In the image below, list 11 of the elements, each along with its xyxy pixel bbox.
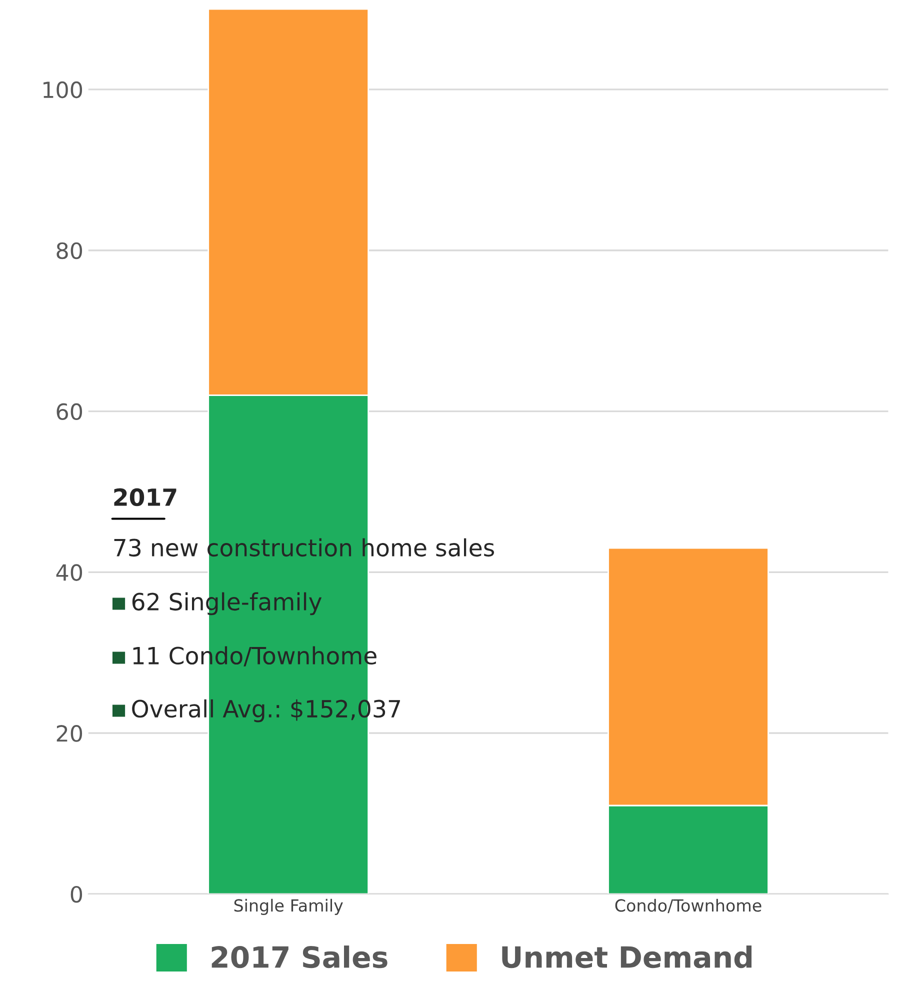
x-tick-label: Condo/Townhome [615,898,762,914]
y-tick-label: 60 [56,403,82,420]
annotation: 2017 [114,488,176,506]
legend-label: 2017 Sales [212,946,388,968]
x-tick-label: Single Family [234,898,343,915]
legend-label: Unmet Demand [502,946,752,968]
y-tick-label: 100 [44,81,82,98]
y-tick-label: 40 [56,564,82,581]
y-tick-label: 80 [56,242,82,260]
y-tick-label: 0 [70,886,82,903]
y-tick-label: 20 [56,725,82,742]
